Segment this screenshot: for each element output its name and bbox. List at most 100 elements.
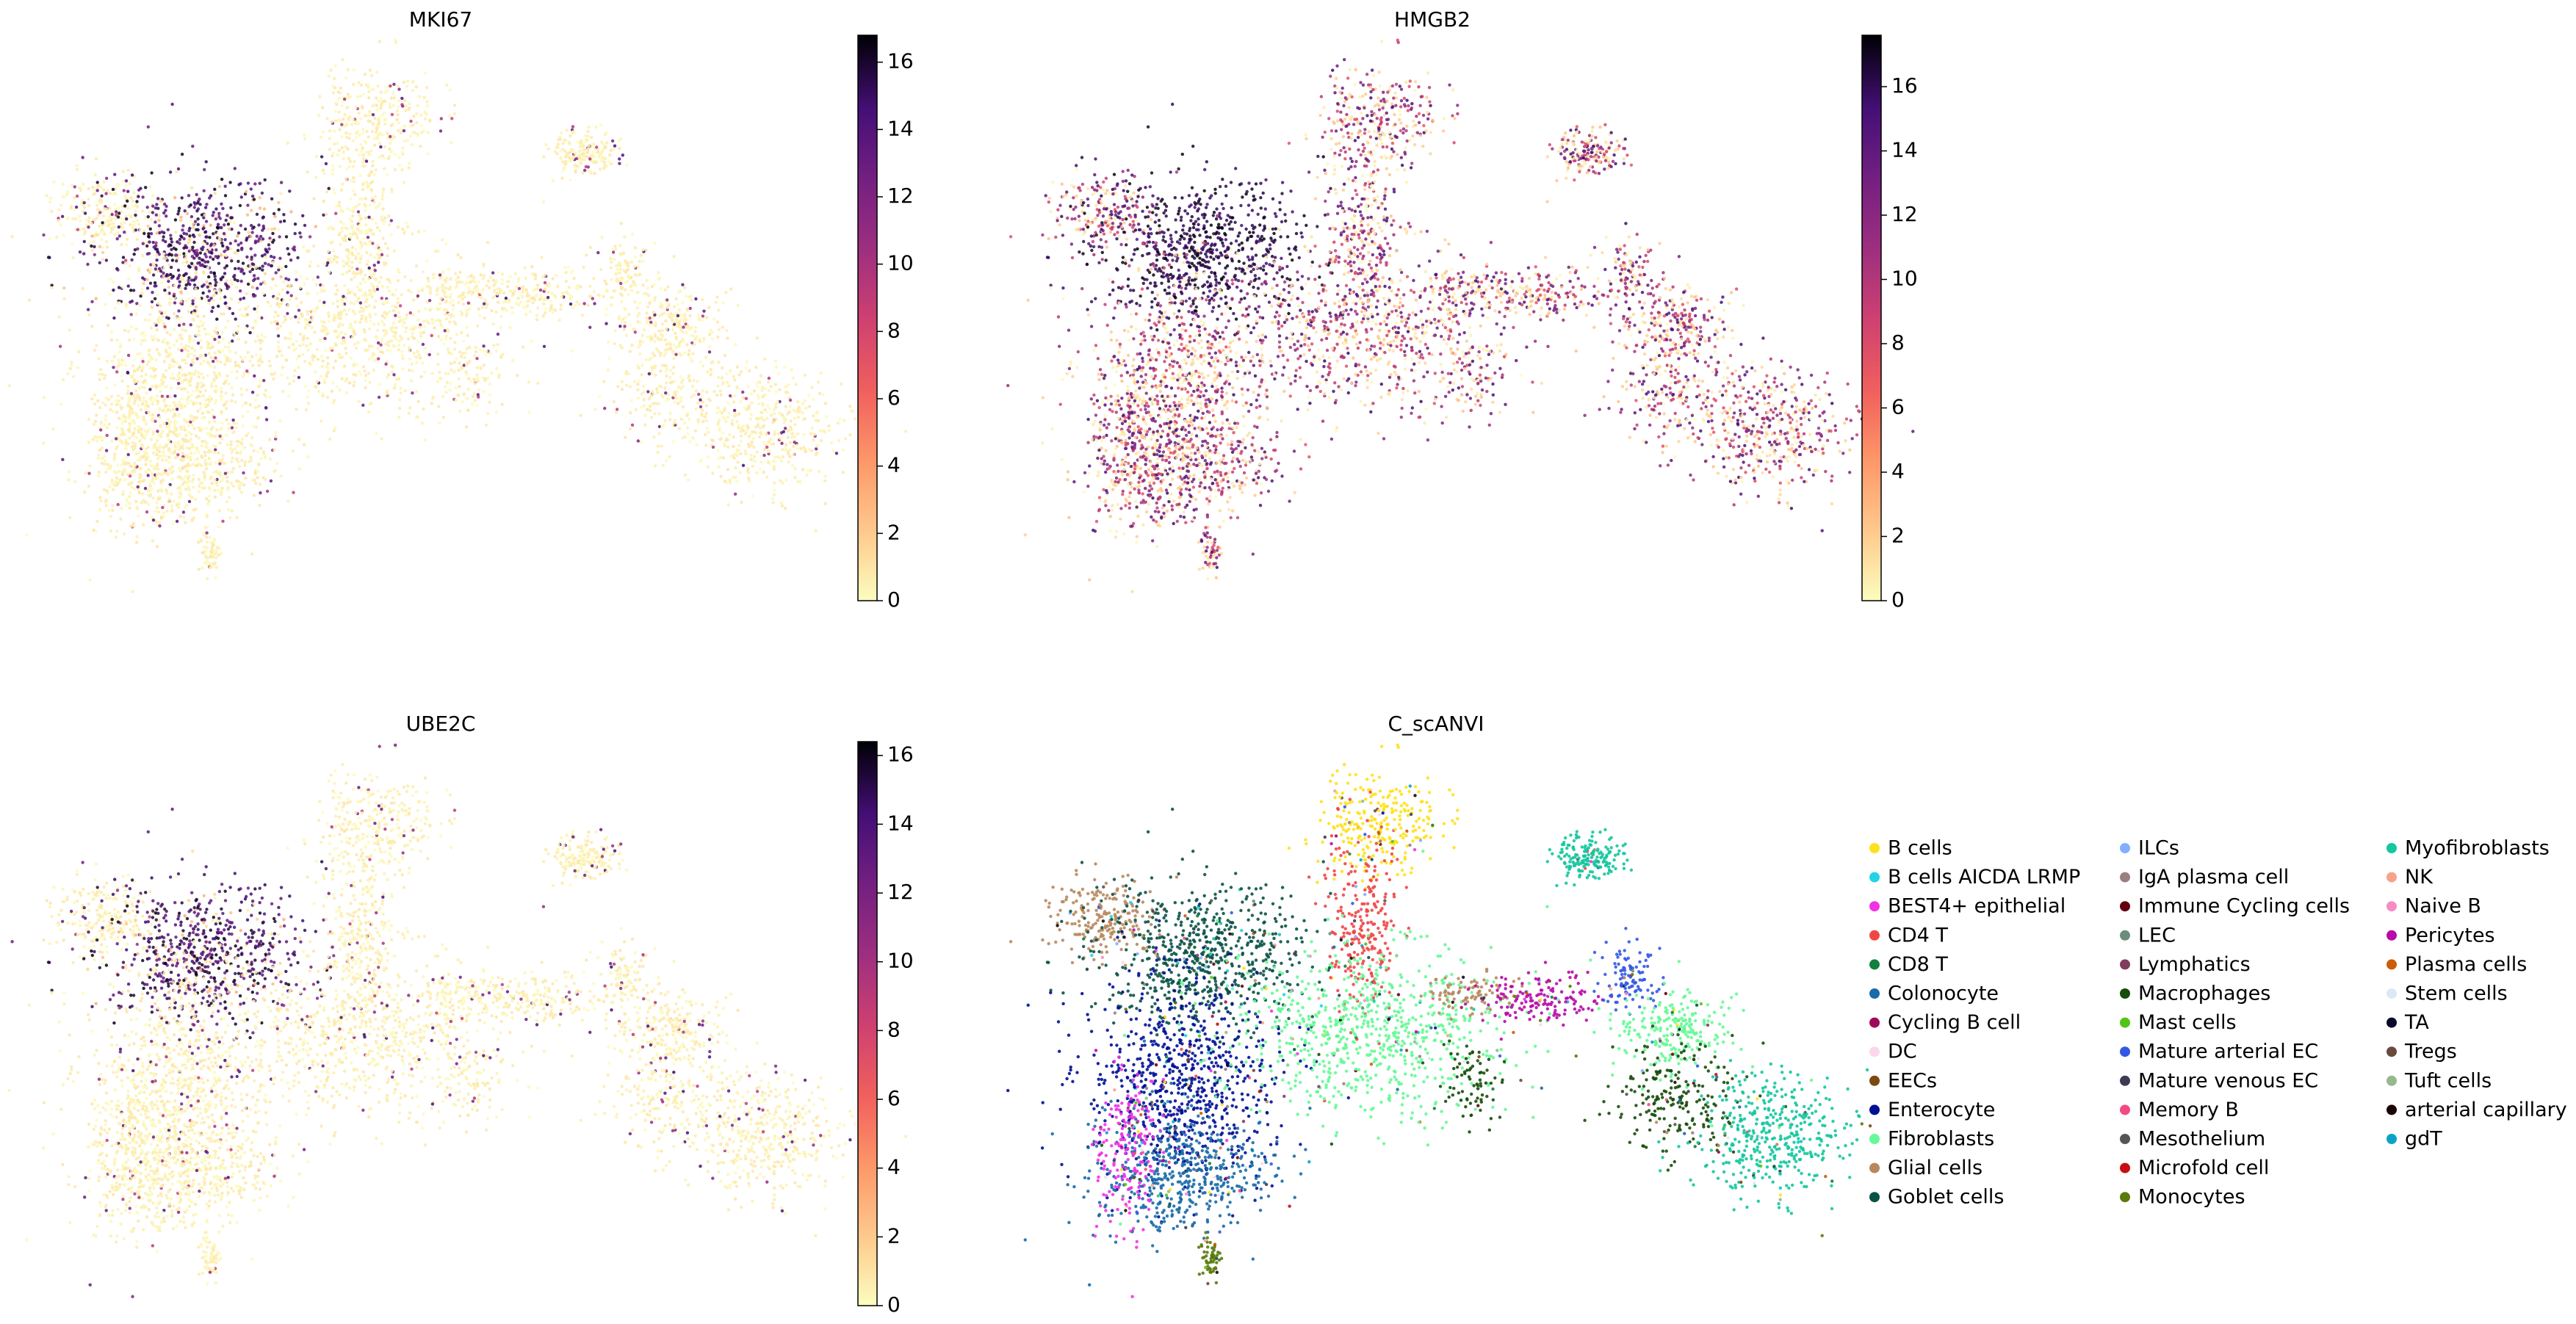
data-point (704, 355, 707, 358)
data-point (178, 448, 181, 451)
data-point (350, 261, 353, 264)
data-point (619, 267, 622, 270)
data-point (168, 253, 171, 256)
data-point (377, 341, 380, 344)
data-point (369, 315, 372, 318)
data-point (104, 374, 107, 377)
data-point (352, 310, 355, 313)
data-point (347, 257, 350, 260)
data-point (549, 300, 552, 303)
data-point (358, 198, 361, 200)
data-point (104, 471, 107, 474)
data-point (260, 333, 263, 336)
data-point (151, 539, 154, 542)
data-point (113, 203, 116, 206)
data-point (638, 380, 641, 383)
data-point (716, 320, 719, 323)
data-point (90, 325, 93, 328)
data-point (224, 185, 227, 188)
data-point (240, 195, 243, 198)
data-point (124, 195, 127, 198)
data-point (334, 212, 337, 215)
data-point (231, 312, 234, 315)
data-point (644, 413, 647, 416)
data-point (156, 197, 159, 200)
data-point (336, 300, 339, 303)
data-point (801, 411, 804, 414)
data-point (685, 331, 688, 334)
data-point (571, 125, 574, 128)
data-point (165, 275, 167, 278)
data-point (334, 293, 337, 296)
data-point (372, 137, 375, 140)
data-point (383, 334, 386, 337)
data-point (581, 314, 584, 316)
data-point (613, 258, 616, 261)
data-point (209, 477, 212, 480)
data-point (213, 366, 216, 369)
data-point (459, 271, 462, 274)
data-point (341, 146, 344, 149)
data-point (173, 360, 176, 363)
data-point (203, 189, 206, 192)
data-point (118, 301, 121, 304)
data-point (101, 258, 104, 261)
data-point (250, 231, 253, 234)
data-point (62, 297, 65, 300)
data-point (224, 391, 227, 394)
data-point (368, 110, 371, 113)
data-point (106, 434, 109, 437)
data-point (757, 394, 760, 397)
data-point (169, 451, 172, 454)
data-point (563, 266, 566, 269)
data-point (454, 399, 457, 402)
data-point (719, 394, 722, 397)
data-point (132, 337, 135, 340)
data-point (116, 231, 119, 234)
data-point (502, 300, 505, 303)
data-point (610, 303, 613, 306)
data-point (338, 200, 341, 203)
data-point (125, 444, 128, 446)
data-point (238, 465, 241, 468)
data-point (385, 313, 388, 316)
data-point (582, 266, 585, 269)
data-point (326, 362, 329, 365)
data-point (254, 266, 257, 269)
data-point (173, 196, 176, 199)
data-point (192, 235, 195, 238)
data-point (79, 219, 82, 222)
data-point (117, 480, 120, 483)
data-point (588, 285, 591, 288)
data-point (90, 234, 93, 237)
data-point (674, 332, 677, 335)
data-point (636, 383, 639, 386)
data-point (184, 300, 187, 303)
data-point (145, 458, 148, 461)
data-point (213, 289, 216, 292)
data-point (705, 412, 708, 415)
data-point (544, 143, 547, 146)
data-point (389, 105, 392, 108)
data-point (497, 287, 499, 290)
data-point (725, 329, 728, 332)
data-point (337, 111, 340, 114)
data-point (446, 278, 449, 281)
data-point (393, 294, 396, 297)
data-point (120, 223, 123, 225)
data-point (201, 258, 203, 261)
data-point (659, 369, 662, 372)
data-point (112, 366, 115, 369)
data-point (567, 141, 570, 144)
data-point (191, 358, 194, 361)
data-point (369, 240, 372, 243)
data-point (93, 394, 96, 397)
data-point (665, 375, 668, 377)
data-point (271, 232, 274, 235)
data-point (329, 69, 332, 72)
data-point (281, 288, 284, 291)
data-point (375, 104, 378, 107)
data-point (153, 482, 156, 485)
data-point (259, 447, 262, 450)
data-point (336, 142, 339, 145)
